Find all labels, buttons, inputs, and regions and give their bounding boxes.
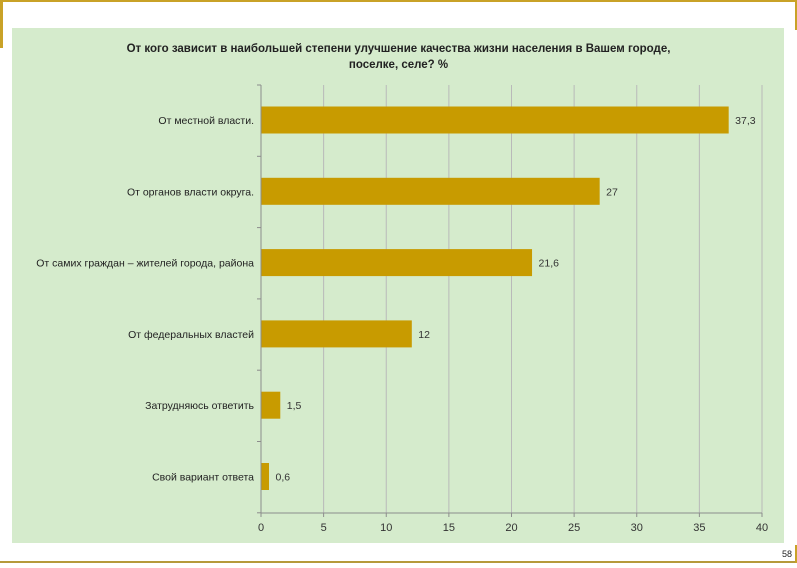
x-tick-label: 10 xyxy=(380,522,392,534)
chart-title-line-1: От кого зависит в наибольшей степени улу… xyxy=(126,43,671,55)
data-label: 27 xyxy=(606,186,618,198)
slide-frame-left-accent xyxy=(0,0,3,48)
category-label: Затрудняюсь ответить xyxy=(145,400,254,412)
x-tick-label: 0 xyxy=(258,522,264,534)
category-label: От федеральных властей xyxy=(128,329,254,341)
bar xyxy=(261,177,600,205)
x-tick-label: 5 xyxy=(321,522,327,534)
bar xyxy=(261,463,270,490)
bar xyxy=(261,106,729,134)
x-tick-label: 40 xyxy=(756,522,768,534)
data-label: 37,3 xyxy=(735,115,756,127)
x-tick-label: 15 xyxy=(443,522,455,534)
slide-frame-bottom xyxy=(0,561,797,563)
slide-frame-right xyxy=(795,545,797,563)
page-number: 58 xyxy=(781,549,792,559)
category-label: От местной власти. xyxy=(158,115,254,127)
x-tick-label: 20 xyxy=(505,522,517,534)
chart-title-line-2: поселке, селе? % xyxy=(348,59,449,71)
data-label: 1,5 xyxy=(287,400,302,412)
category-label: Свой вариант ответа xyxy=(152,472,254,484)
x-tick-label: 25 xyxy=(568,522,580,534)
data-label: 0,6 xyxy=(276,472,291,484)
category-label: От самих граждан – жителей города, район… xyxy=(36,258,254,270)
data-label: 12 xyxy=(418,329,430,341)
slide-frame-right-accent xyxy=(795,0,797,30)
bar xyxy=(261,391,281,419)
category-label: От органов власти округа. xyxy=(127,186,254,198)
data-label: 21,6 xyxy=(539,258,560,270)
bar xyxy=(261,320,412,348)
x-tick-label: 30 xyxy=(631,522,643,534)
slide-frame-top xyxy=(0,0,797,2)
x-tick-label: 35 xyxy=(693,522,705,534)
bar xyxy=(261,249,533,277)
